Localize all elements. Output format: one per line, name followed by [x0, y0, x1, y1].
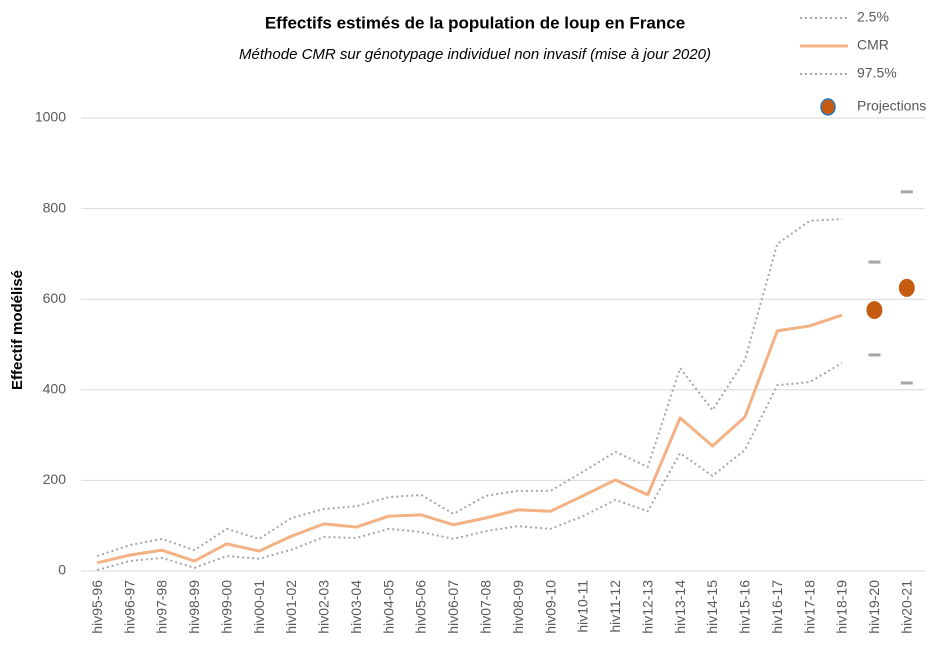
- x-tick-label: hiv97-98: [154, 580, 170, 634]
- x-tick-label: hiv12-13: [639, 580, 655, 634]
- x-tick-label: hiv06-07: [445, 580, 461, 634]
- series-line: [96, 313, 843, 565]
- x-tick-label: hiv09-10: [542, 580, 558, 634]
- x-tick-label: hiv01-02: [283, 580, 299, 634]
- x-tick-label: hiv13-14: [672, 580, 688, 634]
- y-tick-label: 600: [43, 290, 67, 306]
- x-tick-label: hiv17-18: [801, 580, 817, 634]
- y-axis-label: Effectif modélisé: [9, 270, 26, 390]
- x-tick-label: hiv00-01: [251, 580, 267, 634]
- x-tick-label: hiv11-12: [607, 580, 623, 633]
- projection-point: [866, 301, 883, 320]
- x-tick-label: hiv10-11: [575, 580, 591, 633]
- x-tick-label: hiv20-21: [899, 580, 915, 634]
- legend-label: 2.5%: [857, 9, 889, 25]
- legend-marker: [820, 98, 836, 116]
- x-tick-label: hiv02-03: [316, 580, 332, 634]
- x-tick-label: hiv15-16: [737, 580, 753, 634]
- x-tick-label: hiv05-06: [413, 580, 429, 634]
- legend-label: Projections: [857, 98, 926, 114]
- x-tick-label: hiv19-20: [866, 580, 882, 634]
- x-tick-label: hiv99-00: [218, 580, 234, 634]
- legend-label: CMR: [857, 37, 889, 53]
- x-tick-label: hiv07-08: [478, 580, 494, 634]
- y-tick-label: 400: [43, 381, 67, 397]
- series-line: [96, 362, 843, 572]
- x-tick-label: hiv16-17: [769, 580, 785, 634]
- x-tick-label: hiv04-05: [380, 580, 396, 634]
- y-tick-label: 0: [58, 562, 66, 578]
- legend-label: 97.5%: [857, 65, 897, 81]
- x-tick-label: hiv18-19: [834, 580, 850, 634]
- x-tick-label: hiv96-97: [121, 580, 137, 634]
- x-tick-label: hiv98-99: [186, 580, 202, 634]
- y-tick-label: 800: [43, 199, 67, 215]
- x-tick-label: hiv03-04: [348, 580, 364, 634]
- chart-subtitle: Méthode CMR sur génotypage individuel no…: [239, 46, 711, 63]
- chart-title: Effectifs estimés de la population de lo…: [265, 13, 685, 32]
- y-tick-label: 1000: [35, 109, 66, 125]
- x-tick-label: hiv95-96: [89, 580, 105, 634]
- projection-point: [898, 278, 915, 297]
- series-line: [96, 218, 843, 557]
- x-tick-label: hiv14-15: [704, 580, 720, 634]
- y-tick-label: 200: [43, 471, 67, 487]
- x-tick-label: hiv08-09: [510, 580, 526, 634]
